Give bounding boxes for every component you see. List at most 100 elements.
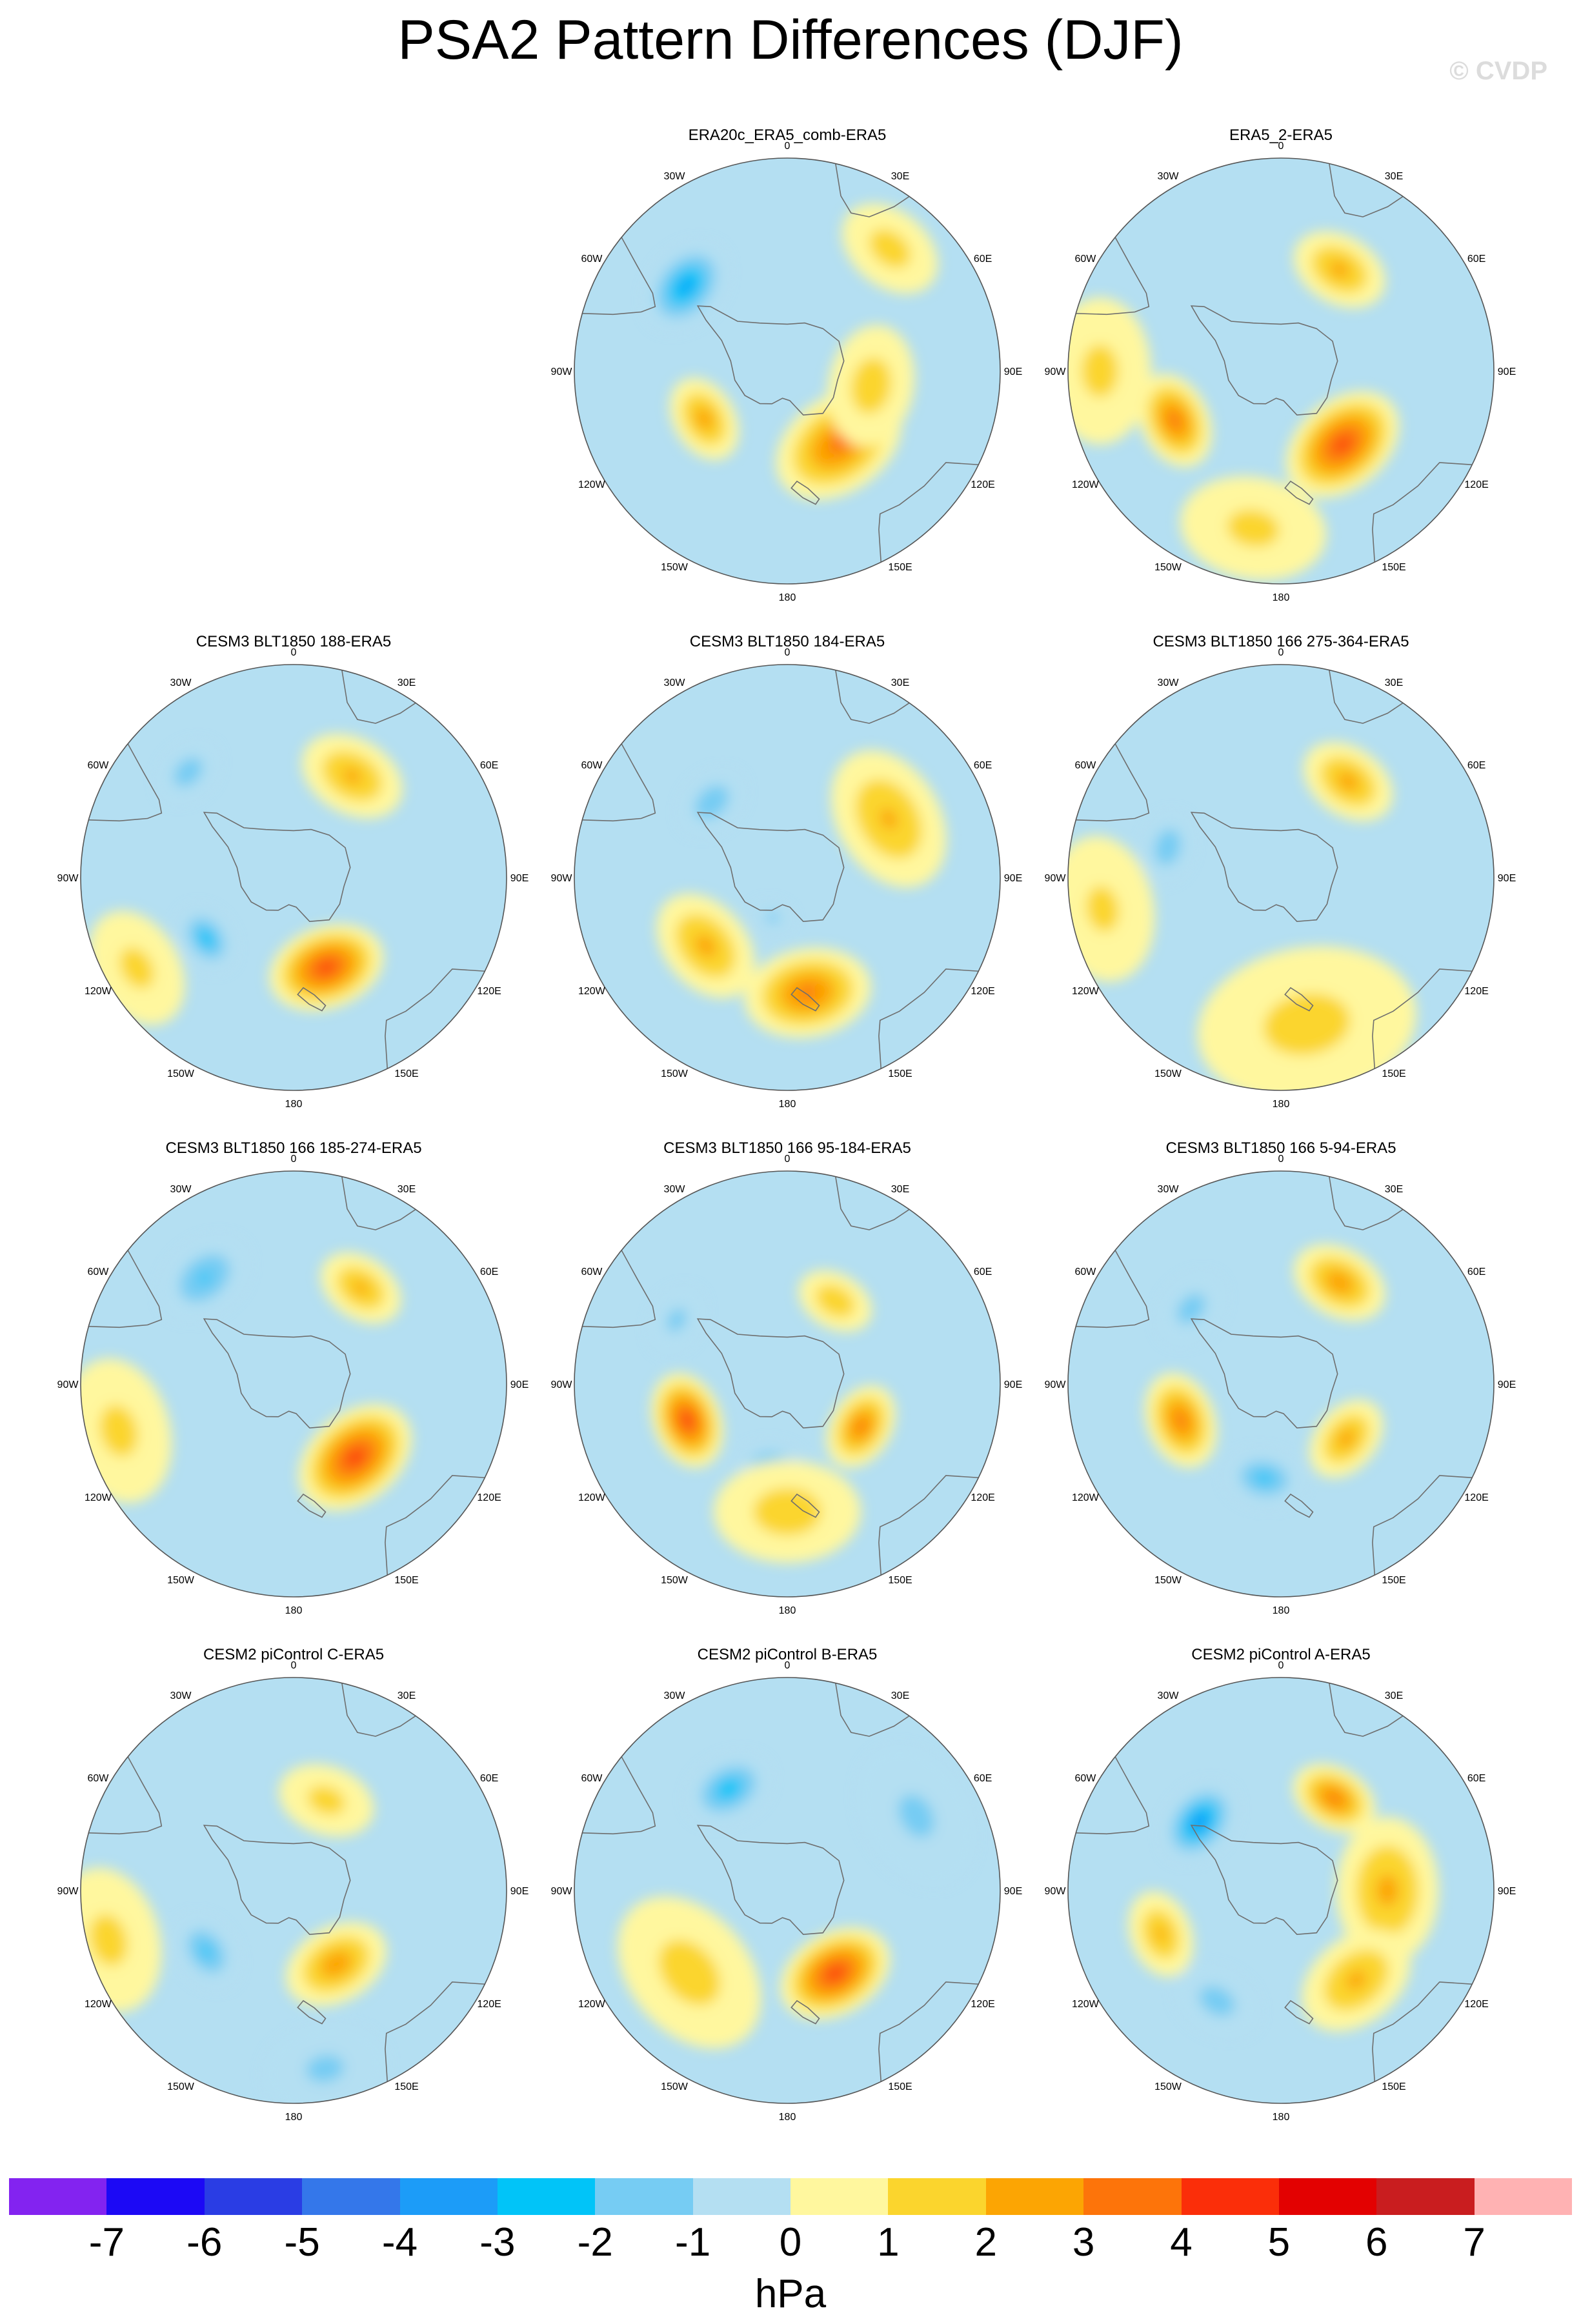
anomaly-blobs: [618, 1747, 974, 2049]
contour-level: [1227, 510, 1280, 547]
colorbar: [9, 2178, 1572, 2215]
neutral-background: [574, 158, 1000, 584]
contour-level: [119, 947, 154, 988]
colorbar-swatch: [302, 2178, 400, 2215]
antarctica-coastline: [696, 812, 845, 923]
longitude-label: 0: [291, 1660, 297, 1671]
longitude-label: 90W: [57, 1379, 79, 1390]
africa-coastline: [339, 1678, 426, 1737]
positive-anomaly: [827, 325, 915, 447]
longitude-label: 150E: [888, 1575, 912, 1586]
longitude-label: 150W: [167, 1068, 195, 1079]
longitude-label: 150W: [1154, 1068, 1182, 1079]
positive-anomaly: [279, 1764, 374, 1837]
positive-anomaly: [650, 1372, 723, 1468]
longitude-label: 30W: [664, 1184, 686, 1195]
negative-anomaly: [1158, 1274, 1224, 1344]
longitude-label: 30E: [1385, 1690, 1403, 1701]
longitude-label: 150E: [888, 562, 912, 573]
positive-anomaly: [656, 894, 755, 998]
colorbar-tick-label: -3: [479, 2220, 516, 2265]
longitude-label: 60W: [87, 1267, 109, 1277]
longitude-label: 120E: [1464, 986, 1488, 997]
contour-level: [1324, 1270, 1354, 1295]
negative-anomaly: [174, 1916, 238, 1987]
longitude-label: 30E: [1385, 1184, 1403, 1195]
colorbar-swatch: [106, 2178, 205, 2215]
australia-coastline: [385, 1981, 497, 2094]
panel-title: CESM2 piControl C-ERA5: [203, 1646, 384, 1663]
contour-field: [1068, 1171, 1494, 1597]
contour-level: [765, 912, 780, 923]
longitude-label: 120E: [971, 1492, 994, 1503]
longitude-label: 180: [779, 1605, 796, 1616]
new-zealand-coastline: [1284, 1999, 1314, 2025]
contour-level: [1190, 1812, 1209, 1832]
colorbar-tick-label: -6: [186, 2220, 223, 2265]
longitude-label: 150E: [394, 1068, 418, 1079]
figure-title: PSA2 Pattern Differences (DJF): [398, 9, 1183, 71]
contour-field: [81, 665, 507, 1090]
contour-level: [174, 757, 203, 786]
longitude-label: 30W: [170, 677, 192, 688]
colorbar-unit-label: hPa: [754, 2272, 827, 2316]
anomaly-blobs: [1068, 741, 1416, 1090]
longitude-label: 120E: [477, 1999, 501, 2010]
longitude-label: 0: [1278, 647, 1284, 658]
contour-level: [1168, 412, 1182, 429]
longitude-label: 90E: [1004, 873, 1022, 884]
longitude-label: 60W: [87, 760, 109, 771]
colorbar-tick-label: 3: [1072, 2220, 1095, 2265]
negative-anomaly: [158, 742, 218, 802]
longitude-label: 0: [1278, 1154, 1284, 1165]
contour-level: [855, 1420, 867, 1433]
longitude-label: 120W: [578, 986, 606, 997]
longitude-label: 0: [291, 647, 297, 658]
longitude-label: 60W: [87, 1773, 109, 1784]
negative-anomaly: [178, 907, 234, 970]
positive-anomaly: [286, 1921, 387, 2007]
longitude-label: 120W: [578, 1999, 606, 2010]
longitude-label: 150E: [1382, 1575, 1405, 1586]
australia-coastline: [878, 462, 991, 574]
contour-field: [1068, 158, 1494, 584]
contour-level: [1335, 437, 1350, 451]
colorbar-tick-label: -5: [284, 2220, 320, 2265]
longitude-label: 150E: [888, 2081, 912, 2092]
contour-field: [574, 158, 1000, 584]
longitude-label: 90W: [57, 873, 79, 884]
new-zealand-coastline: [297, 1493, 327, 1518]
panel-title: CESM3 BLT1850 188-ERA5: [196, 633, 391, 650]
antarctica-coastline: [203, 1825, 351, 1936]
neutral-background: [81, 665, 507, 1090]
south-america-coastline: [81, 1746, 163, 1835]
contour-level: [90, 1914, 128, 1966]
south-america-coastline: [574, 1239, 656, 1328]
longitude-label: 30W: [1158, 171, 1180, 182]
map-boundary: [1067, 157, 1495, 585]
longitude-label: 90W: [551, 873, 573, 884]
map-boundary: [574, 157, 1001, 585]
contour-level: [1346, 1970, 1367, 1990]
positive-anomaly: [320, 1252, 401, 1324]
colorbar-swatch: [1278, 2178, 1377, 2215]
contour-level: [898, 1794, 934, 1838]
contour-level: [1337, 1428, 1356, 1448]
colorbar-tick-label: 7: [1463, 2220, 1485, 2265]
antarctica-coastline: [203, 812, 351, 923]
colorbar-swatch: [399, 2178, 498, 2215]
longitude-label: 90E: [1004, 366, 1022, 377]
longitude-label: 60E: [480, 1267, 498, 1277]
watermark: © CVDP: [1449, 57, 1547, 85]
colorbar-swatch: [9, 2178, 107, 2215]
longitude-label: 60W: [581, 1773, 603, 1784]
longitude-label: 30E: [1385, 171, 1403, 182]
south-america-coastline: [81, 733, 163, 822]
antarctica-coastline: [203, 1318, 351, 1429]
